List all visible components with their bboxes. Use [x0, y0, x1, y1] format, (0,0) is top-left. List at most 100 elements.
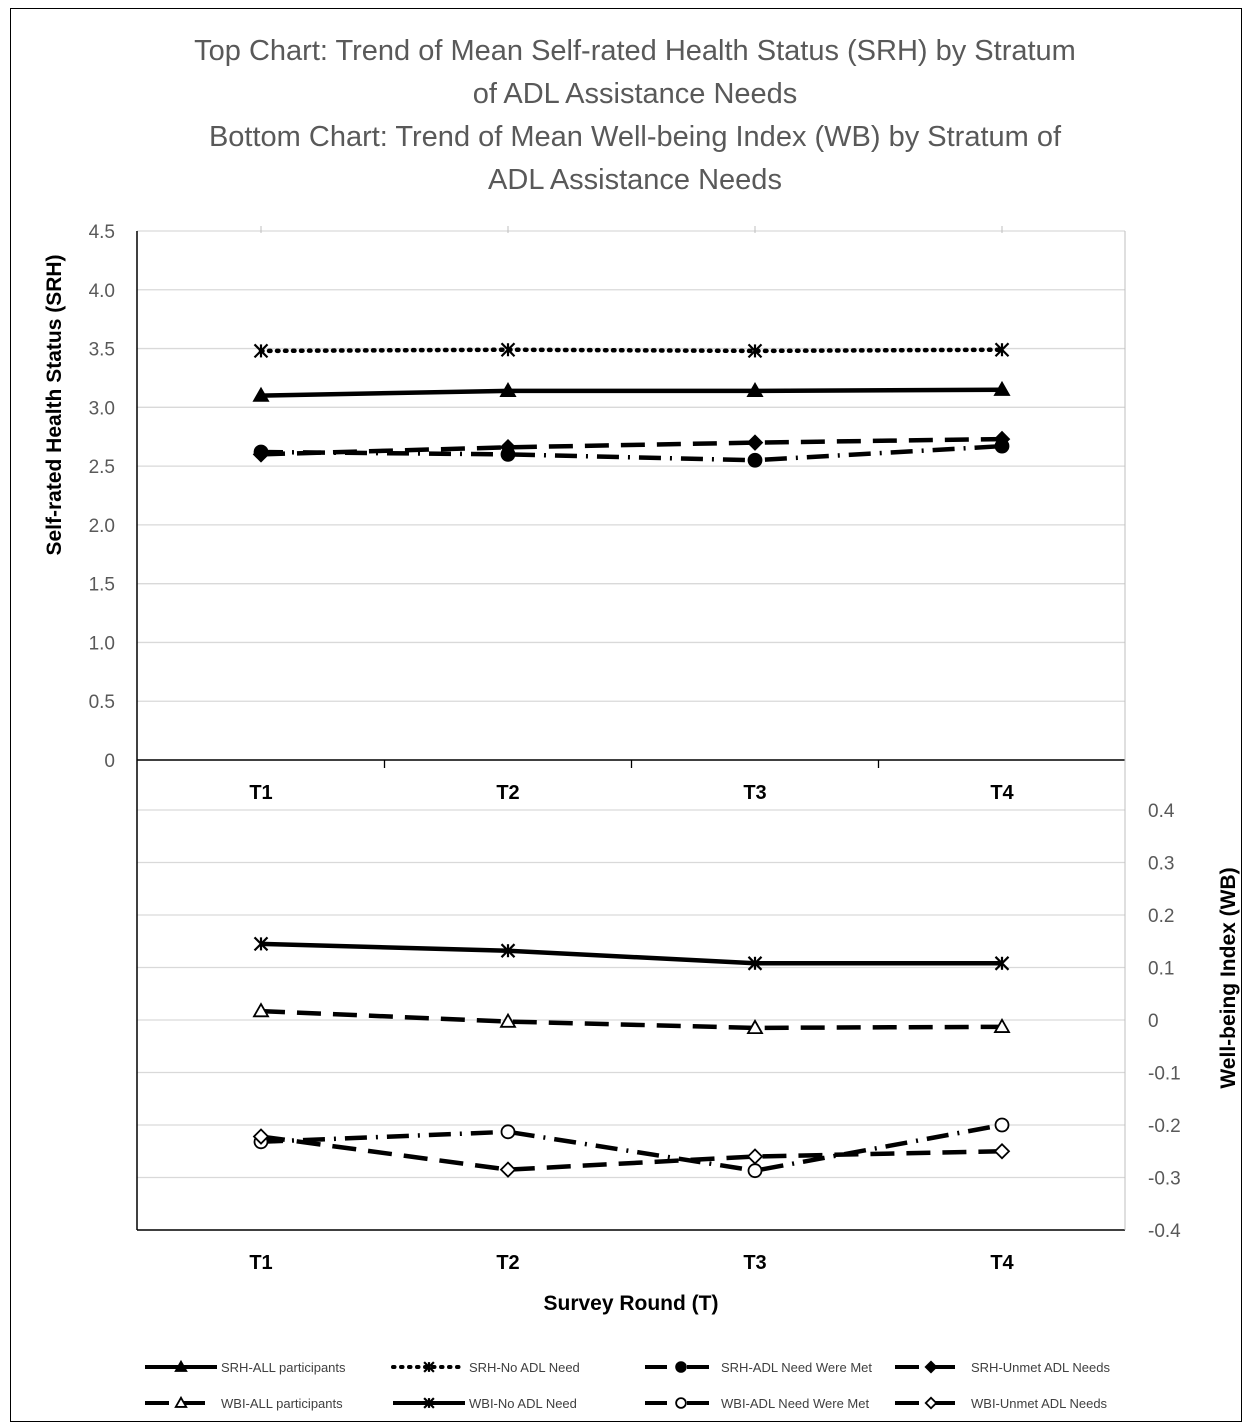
wbi-data-point [499, 1012, 517, 1028]
legend-marker [675, 1397, 687, 1409]
top-category-label: T2 [496, 782, 519, 804]
bottom-category-label: T2 [496, 1252, 519, 1274]
legend-label: WBI-No ADL Need [469, 1396, 577, 1411]
top-y-tick-label: 2.0 [89, 516, 115, 537]
srh-series-line [260, 387, 1003, 398]
legend-label: SRH-Unmet ADL Needs [971, 1360, 1110, 1375]
bottom-y-tick-label: -0.2 [1148, 1116, 1181, 1137]
legend-marker [423, 1361, 435, 1373]
srh-data-point [746, 434, 764, 451]
srh-data-point [253, 343, 269, 359]
legend-marker [174, 1395, 188, 1408]
top-y-tick-label: 1.5 [89, 575, 115, 596]
bottom-category-label: T4 [990, 1252, 1014, 1274]
bottom-y-tick-label: 0.4 [1148, 801, 1175, 822]
top-category-label: T1 [249, 782, 272, 804]
top-chart-y-tick-labels: 0 0.5 1.0 1.5 2.0 2.5 3.0 3.5 4.0 4.5 [89, 222, 115, 772]
top-chart-category-labels: T1 T2 T3 T4 [249, 782, 1014, 804]
bottom-chart-category-labels: T1 T2 T3 T4 [249, 1252, 1014, 1274]
legend-marker [423, 1397, 435, 1409]
bottom-y-tick-label: -0.4 [1148, 1221, 1181, 1242]
legend-item: WBI-ADL Need Were Met [645, 1396, 869, 1411]
legend-item: WBI-No ADL Need [393, 1396, 577, 1411]
chart-frame [10, 8, 1242, 1422]
srh-data-point [747, 452, 763, 468]
wbi-data-point [993, 1142, 1011, 1160]
wbi-series-line [260, 941, 1002, 966]
wbi-series [253, 1117, 1010, 1179]
wbi-series [252, 1128, 1011, 1178]
legend-label: WBI-ADL Need Were Met [721, 1396, 869, 1411]
wbi-data-point [499, 1161, 517, 1178]
x-axis-title: Survey Round (T) [543, 1292, 718, 1315]
top-y-tick-label: 0 [104, 751, 115, 772]
wbi-data-point [746, 1019, 764, 1035]
legend-label: SRH-ALL participants [221, 1360, 346, 1375]
srh-series [253, 342, 1010, 359]
wbi-data-point [252, 1002, 270, 1018]
title-line-3: Bottom Chart: Trend of Mean Well-being I… [209, 121, 1062, 153]
bottom-chart-series [252, 936, 1011, 1179]
bottom-y-tick-label: 0.1 [1148, 959, 1174, 980]
srh-series-line [260, 436, 1003, 457]
top-chart-series [252, 342, 1011, 468]
top-chart-gridlines [137, 230, 1125, 702]
wbi-series [252, 1002, 1011, 1035]
top-y-tick-label: 4.0 [89, 281, 115, 302]
bottom-category-label: T1 [249, 1252, 272, 1274]
srh-series [252, 430, 1011, 463]
legend-label: WBI-Unmet ADL Needs [971, 1396, 1108, 1411]
wbi-data-point [253, 936, 269, 952]
title-line-2: of ADL Assistance Needs [473, 78, 798, 110]
bottom-y-tick-label: -0.1 [1148, 1064, 1181, 1085]
srh-data-point [252, 446, 270, 463]
bottom-y-tick-label: 0 [1148, 1011, 1159, 1032]
srh-data-point [499, 382, 517, 398]
wbi-series-line [260, 1008, 1003, 1031]
top-y-axis-title: Self-rated Health Status (SRH) [43, 254, 66, 555]
top-category-label: T4 [990, 782, 1014, 804]
wbi-data-point [500, 943, 516, 958]
title-line-4: ADL Assistance Needs [488, 164, 782, 196]
srh-data-point [746, 382, 764, 398]
top-y-tick-label: 3.0 [89, 398, 115, 419]
srh-data-point [499, 439, 517, 456]
top-y-tick-label: 0.5 [89, 692, 115, 713]
bottom-y-tick-label: 0.2 [1148, 906, 1174, 927]
bottom-chart-gridlines [137, 809, 1125, 1179]
legend-marker [174, 1359, 188, 1372]
legend-item: SRH-Unmet ADL Needs [895, 1360, 1110, 1375]
bottom-chart-y-tick-labels: -0.4 -0.3 -0.2 -0.1 0 0.1 0.2 0.3 0.4 [1148, 801, 1181, 1242]
wbi-data-point [994, 956, 1010, 971]
top-category-label: T3 [743, 782, 766, 804]
legend-item: SRH-No ADL Need [391, 1360, 580, 1375]
wbi-series-line [260, 1134, 1003, 1172]
srh-series-line [258, 347, 1005, 354]
bottom-y-tick-label: 0.3 [1148, 854, 1174, 875]
legend-label: SRH-No ADL Need [469, 1360, 580, 1375]
wbi-data-point [500, 1124, 516, 1140]
bottom-y-tick-label: -0.3 [1148, 1169, 1181, 1190]
top-y-tick-label: 1.0 [89, 633, 115, 654]
legend: SRH-ALL participants SRH-No ADL Need SRH-A… [145, 1359, 1110, 1411]
wbi-data-point [747, 1163, 763, 1179]
wbi-series [253, 936, 1010, 971]
top-y-tick-label: 3.5 [89, 340, 115, 361]
top-y-tick-label: 2.5 [89, 457, 115, 478]
legend-item: WBI-ALL participants [145, 1395, 343, 1411]
plot-axes [136, 226, 1126, 1231]
legend-item: WBI-Unmet ADL Needs [895, 1396, 1108, 1411]
srh-data-point [747, 343, 763, 359]
chart-title: Top Chart: Trend of Mean Self-rated Heal… [194, 35, 1076, 196]
legend-item: SRH-ADL Need Were Met [645, 1360, 872, 1375]
bottom-y-axis-title: Well-being Index (WB) [1217, 867, 1240, 1088]
top-y-tick-label: 4.5 [89, 222, 115, 243]
srh-data-point [993, 380, 1011, 396]
title-line-1: Top Chart: Trend of Mean Self-rated Heal… [194, 35, 1076, 67]
wbi-data-point [746, 1148, 764, 1165]
legend-label: WBI-ALL participants [221, 1396, 343, 1411]
wbi-data-point [994, 1117, 1010, 1133]
legend-marker [924, 1360, 938, 1374]
srh-data-point [252, 386, 270, 402]
srh-data-point [500, 342, 516, 358]
